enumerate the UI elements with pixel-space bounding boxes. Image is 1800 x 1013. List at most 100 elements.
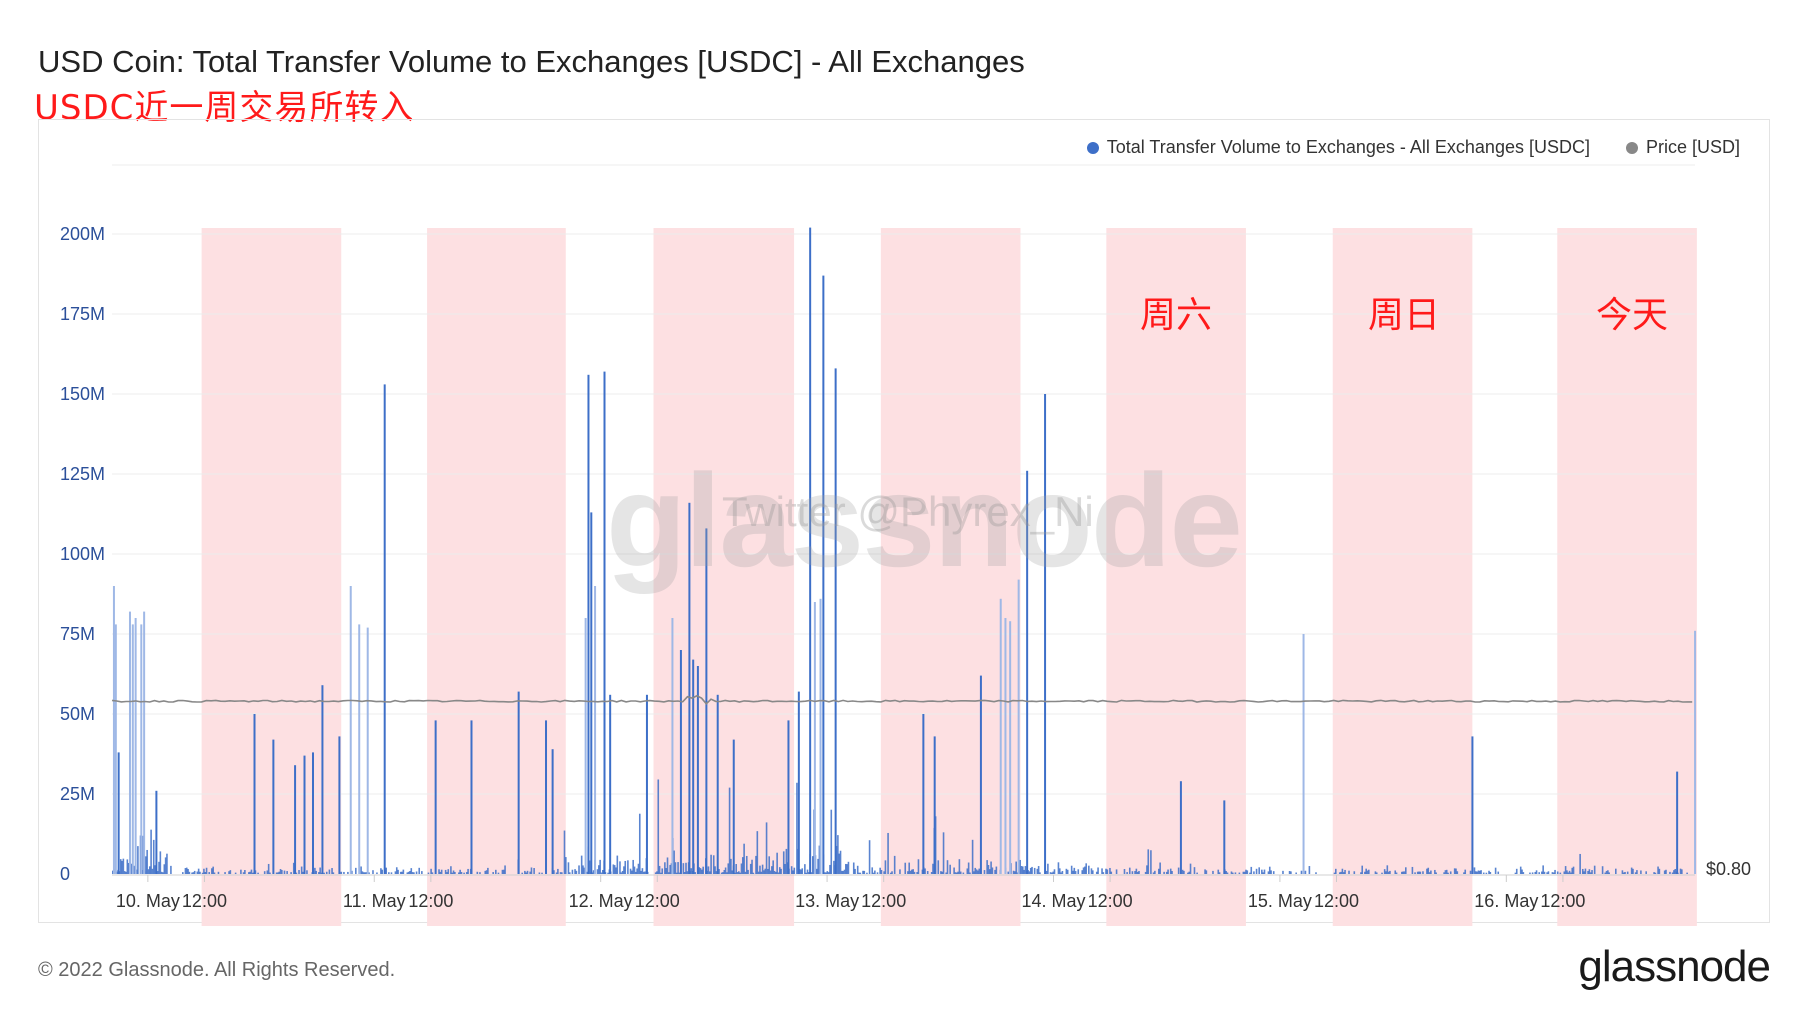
volume-bar [450,866,452,874]
volume-bar [1315,872,1317,874]
volume-bar [1674,868,1677,874]
day-label-sunday: 周日 [1368,295,1441,336]
volume-bar [1665,869,1667,874]
y-tick-label: 75M [60,624,95,644]
volume-bar [692,659,695,874]
volume-bar [1204,869,1206,874]
volume-bar [1066,869,1069,874]
chart-legend: Total Transfer Volume to Exchanges - All… [1086,137,1740,158]
volume-bar [1552,872,1555,874]
volume-bar [1589,872,1592,874]
volume-bar [838,853,841,874]
volume-bar [495,869,497,874]
volume-bar [620,872,623,874]
volume-bar [1338,872,1341,874]
volume-bar [1036,868,1039,874]
volume-bar [887,832,889,874]
volume-bar [1109,867,1111,874]
volume-bar [133,865,135,874]
volume-bar [193,870,196,874]
volume-bar [1231,872,1234,874]
volume-bar [140,624,143,874]
volume-bar [1588,869,1591,874]
volume-bar [749,863,752,874]
volume-bar [743,843,745,874]
price-line [111,694,1693,705]
volume-bar [833,860,835,874]
legend-item-price[interactable]: Price [USD] [1625,137,1740,158]
volume-bar [702,866,704,874]
volume-bar [485,870,488,874]
volume-bar [1009,621,1012,874]
volume-bar [164,857,167,874]
legend-dot-icon [1625,141,1638,154]
volume-bar [1455,868,1457,874]
volume-bar [1282,870,1284,874]
y-tick-label: 125M [60,464,105,484]
volume-bar [607,872,609,874]
glassnode-logo: glassnode [1578,942,1771,991]
volume-bar [1383,869,1386,874]
volume-bar [123,871,126,874]
volume-bar [796,782,798,874]
volume-bar [615,867,617,874]
volume-bar [121,860,123,874]
highlight-band [1332,228,1473,926]
volume-bar [603,371,606,874]
volume-bar [319,867,321,874]
volume-bar [587,374,590,874]
volume-bar [765,822,768,874]
volume-bar [668,872,670,874]
volume-bar [661,868,664,874]
volume-bar [1225,871,1227,874]
volume-bar [529,871,531,874]
volume-bar [1045,870,1048,874]
volume-bar [1538,872,1540,874]
volume-bar [306,870,308,874]
volume-bar [1031,866,1033,874]
volume-bar [1115,869,1118,874]
volume-bar [871,867,874,874]
volume-bar [187,869,189,874]
volume-bar [958,859,961,874]
volume-bar [364,872,366,874]
volume-bar [826,871,829,874]
volume-bar [380,868,382,874]
volume-bar [228,871,230,874]
volume-bar [349,586,352,874]
volume-bar [983,870,986,874]
volume-bar [1679,868,1682,874]
volume-bar [955,872,958,874]
volume-bar [1478,870,1481,874]
volume-bar [879,867,881,874]
volume-bar [395,867,398,874]
volume-bar [1230,871,1233,874]
volume-bar [773,870,776,874]
legend-label-volume: Total Transfer Volume to Exchanges - All… [1106,137,1590,157]
volume-bar [1559,872,1562,874]
volume-bar [1403,871,1406,874]
volume-bar [397,869,399,874]
volume-bar [899,869,901,874]
volume-bar [797,691,800,874]
volume-bar [131,624,134,874]
volume-bar [1146,865,1148,874]
volume-bar [1694,630,1697,874]
volume-bar [1123,869,1126,874]
volume-bar [538,872,541,874]
volume-bar [846,864,848,874]
volume-bar [834,368,837,874]
volume-bar [594,586,597,874]
volume-bar [616,855,619,874]
volume-bar [119,859,122,874]
volume-bar [1411,866,1414,874]
volume-bar [192,872,195,874]
volume-bar [1179,781,1182,874]
volume-bar [808,872,810,874]
volume-bar [1015,861,1017,874]
volume-bar [635,871,637,874]
volume-bar [645,694,648,874]
volume-bar [303,755,306,874]
legend-item-volume[interactable]: Total Transfer Volume to Exchanges - All… [1086,137,1590,158]
